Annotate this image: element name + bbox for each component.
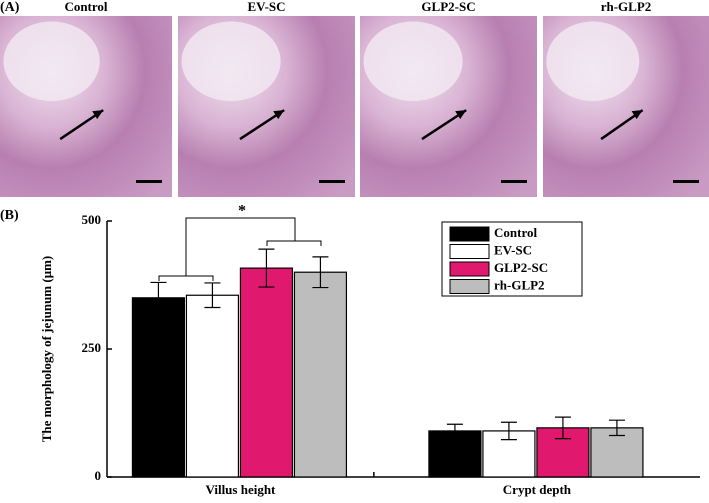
bar xyxy=(293,271,348,478)
arrow-head xyxy=(631,110,643,120)
x-tick-label: Crypt depth xyxy=(503,482,572,497)
error-bar xyxy=(446,423,463,439)
arrow-head xyxy=(455,110,467,120)
legend-swatch xyxy=(449,226,490,242)
panel-label: (A) xyxy=(0,0,20,15)
error-bar xyxy=(258,248,275,288)
lumen xyxy=(363,21,463,102)
x-tick-label: Villus height xyxy=(205,482,276,497)
error-bar xyxy=(500,421,517,441)
image-label: GLP2-SC xyxy=(421,0,475,14)
legend-swatch xyxy=(449,244,490,259)
legend-label: Control xyxy=(494,225,537,240)
scale-bar xyxy=(501,180,527,183)
lumen xyxy=(546,21,640,102)
arrow-head xyxy=(92,110,104,120)
legend-swatch xyxy=(449,279,490,294)
error-bar xyxy=(312,256,329,289)
y-tick-label: 0 xyxy=(95,468,102,483)
legend-label: rh-GLP2 xyxy=(494,277,545,292)
error-bar xyxy=(554,416,571,440)
error-bar xyxy=(204,282,221,309)
significance-bracket xyxy=(158,217,322,281)
error-bar xyxy=(150,281,167,314)
bar xyxy=(239,267,294,478)
image-label: rh-GLP2 xyxy=(601,0,652,14)
significance-star: * xyxy=(238,203,246,220)
scale-bar xyxy=(136,180,162,183)
y-tick-label: 500 xyxy=(82,212,102,227)
bar xyxy=(185,294,240,478)
image-label: Control xyxy=(64,0,107,14)
y-axis-label: The morphology of jejunum (μm) xyxy=(39,256,54,442)
legend-label: EV-SC xyxy=(494,242,532,257)
scale-bar xyxy=(319,180,345,183)
micrograph-panel: Control EV-SC GLP2-SC rh-GLP2 xyxy=(0,0,709,197)
legend-label: GLP2-SC xyxy=(494,260,548,275)
legend-swatch xyxy=(449,261,490,277)
image-label: EV-SC xyxy=(247,0,285,14)
y-tick-label: 250 xyxy=(82,340,102,355)
bar xyxy=(536,427,590,478)
arrow-head xyxy=(273,110,285,120)
lumen xyxy=(3,21,100,102)
scale-bar xyxy=(673,180,699,183)
bar xyxy=(131,297,186,478)
error-bar xyxy=(608,419,625,437)
lumen xyxy=(181,21,281,102)
panel-label: (B) xyxy=(0,208,19,223)
